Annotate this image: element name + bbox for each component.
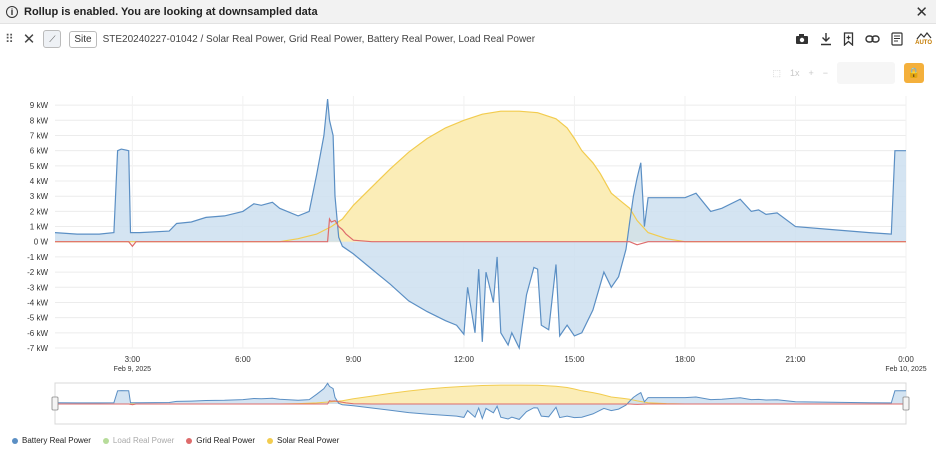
x-tick-label: 6:00 [235, 355, 251, 364]
camera-icon[interactable] [795, 33, 809, 45]
y-tick-label: 6 kW [30, 147, 49, 156]
selection-icon[interactable]: ⬚ [772, 67, 781, 78]
bookmark-icon[interactable] [843, 32, 854, 46]
download-icon[interactable] [820, 32, 832, 46]
chart-controls: ⬚ 1x + − 🔒 [772, 62, 924, 84]
y-tick-label: 5 kW [30, 162, 49, 171]
legend-label-load: Load Real Power [112, 436, 175, 445]
x-tick-label: 0:00 [898, 355, 914, 364]
legend-dot-battery [12, 437, 18, 444]
x-tick-label: 21:00 [785, 355, 806, 364]
y-tick-label: -7 kW [27, 344, 48, 353]
close-icon[interactable]: ✕ [915, 4, 928, 21]
zoom-in-button[interactable]: + [808, 68, 814, 78]
auto-label: AUTO [915, 40, 932, 46]
lock-icon[interactable]: 🔒 [904, 63, 924, 83]
zoom-reset-label[interactable]: 1x [789, 68, 800, 78]
y-tick-label: 0 W [34, 238, 49, 247]
y-tick-label: 3 kW [30, 192, 49, 201]
legend-dot-load [102, 437, 109, 444]
y-tick-label: 7 kW [30, 131, 49, 140]
y-tick-label: 9 kW [30, 101, 49, 110]
y-tick-label: -4 kW [27, 298, 48, 307]
banner-text: Rollup is enabled. You are looking at do… [24, 5, 318, 18]
navigator-battery-line [54, 382, 906, 420]
y-tick-label: 1 kW [30, 223, 49, 232]
line-chart-icon[interactable]: ⟋ [43, 30, 62, 48]
x-tick-label: 18:00 [675, 355, 696, 364]
legend-dot-solar [266, 437, 273, 444]
legend-item-load[interactable]: Load Real Power [102, 436, 175, 445]
x-tick-label: 9:00 [346, 355, 362, 364]
legend-dot-grid [186, 437, 193, 444]
navigator-left-handle [51, 396, 59, 411]
x-tick-label: 15:00 [564, 355, 585, 364]
y-tick-label: 8 kW [30, 116, 49, 125]
navigator-chart[interactable] [0, 380, 936, 430]
link-icon[interactable] [865, 34, 880, 44]
site-button[interactable]: Site [69, 30, 97, 48]
y-tick-label: -6 kW [27, 329, 48, 338]
legend-item-grid[interactable]: Grid Real Power [186, 436, 255, 445]
y-tick-label: -5 kW [27, 314, 48, 323]
legend-label-solar: Solar Real Power [276, 436, 340, 445]
navigator-grid-line [55, 400, 906, 406]
solar-line [55, 110, 906, 243]
range-selector[interactable] [837, 62, 895, 84]
legend-label-battery: Battery Real Power [22, 436, 91, 445]
battery-line [54, 98, 906, 351]
x-tick-label: 3:00 [125, 355, 141, 364]
legend-item-solar[interactable]: Solar Real Power [266, 436, 340, 445]
close-panel-icon[interactable]: ✕ [22, 31, 36, 48]
zoom-out-button[interactable]: − [822, 68, 828, 78]
breadcrumb: STE20240227-01042 / Solar Real Power, Gr… [102, 33, 536, 45]
y-tick-label: -1 kW [27, 253, 48, 262]
main-chart[interactable]: 9 kW 8 kW 7 kW 6 kW 5 kW 4 kW 3 kW 2 kW 1 kW 0 W -… [0, 80, 936, 460]
y-tick-label: 4 kW [30, 177, 49, 186]
navigator-solar-line [55, 384, 906, 405]
navigator-right-handle [902, 396, 910, 411]
x-tick-date-label: Feb 9, 2025 [114, 366, 151, 373]
y-tick-label: -2 kW [27, 268, 48, 277]
info-icon: i [6, 5, 18, 18]
y-tick-label: -3 kW [27, 283, 48, 292]
drag-handle-icon[interactable]: ⠿ [5, 32, 14, 46]
y-tick-label: 2 kW [30, 207, 49, 216]
notes-icon[interactable] [891, 32, 904, 46]
toolbar-actions: AUTO [795, 27, 932, 51]
auto-mode-icon[interactable]: AUTO [915, 32, 932, 46]
chart-toolbar: ⠿ ✕ ⟋ Site STE20240227-01042 / Solar Rea… [0, 27, 936, 51]
rollup-banner: i Rollup is enabled. You are looking at … [0, 0, 936, 24]
x-tick-label: 12:00 [454, 355, 475, 364]
solar-area [55, 111, 906, 242]
navigator-solar-area [55, 385, 906, 404]
chart-legend: Battery Real Power Load Real Power Grid … [12, 436, 339, 445]
grid-line [55, 217, 906, 248]
legend-label-grid: Grid Real Power [196, 436, 255, 445]
x-tick-date-label: Feb 10, 2025 [885, 366, 926, 373]
legend-item-battery[interactable]: Battery Real Power [12, 436, 91, 445]
